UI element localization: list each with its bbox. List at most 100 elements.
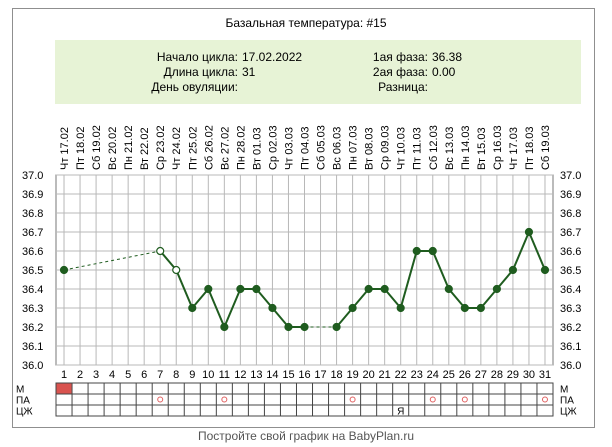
temperature-segment	[191, 288, 210, 309]
date-label: Чт 24.02	[171, 127, 183, 170]
temperature-point	[188, 303, 197, 313]
x-tick-label: 23	[411, 369, 423, 381]
y-tick-label-right: 36.3	[560, 303, 581, 315]
table-row-label-left: М	[16, 385, 24, 396]
date-label: Ср 09.03	[380, 125, 392, 170]
x-tick-label: 20	[363, 369, 375, 381]
temperature-point	[204, 284, 213, 294]
x-tick-label: 22	[395, 369, 407, 381]
y-tick-label-right: 36.2	[560, 322, 581, 334]
temperature-segment	[448, 288, 466, 309]
temperature-point	[412, 246, 421, 256]
y-tick-label-left: 36.0	[22, 360, 43, 372]
y-tick-label-right: 36.8	[560, 208, 581, 220]
date-label: Пт 11.03	[412, 127, 424, 170]
temperature-point	[300, 322, 309, 332]
ovulation-day-label: День овуляции:	[151, 80, 238, 94]
intercourse-mark	[221, 396, 228, 403]
intercourse-mark	[429, 396, 436, 403]
date-label: Вс 13.03	[444, 127, 456, 170]
y-axis-labels: 37.0 37.0 36.9 36.9 36.8 36.8 36.7 36.7 36.6 36.6…	[22, 170, 581, 372]
menses-mark	[56, 383, 72, 394]
footer-link[interactable]: Постройте свой график на BabyPlan.ru	[197, 429, 415, 443]
date-label: Вс 27.02	[219, 127, 231, 170]
y-tick-label-left: 36.8	[22, 208, 43, 220]
phase1-value: 36.38	[432, 50, 463, 64]
table-row-label-left: ЦЖ	[16, 407, 33, 418]
temperature-point	[236, 284, 245, 294]
intercourse-mark	[157, 396, 164, 403]
y-tick-label-right: 36.1	[560, 341, 581, 353]
chart-title: Базальная температура: #15	[225, 16, 387, 30]
date-label: Вт 08.03	[364, 127, 376, 170]
y-tick-label-right: 37.0	[560, 170, 581, 182]
table-row-label-left: ПА	[16, 396, 30, 407]
y-tick-label-left: 36.5	[22, 265, 43, 277]
x-tick-label: 6	[141, 369, 147, 381]
temperature-segment	[383, 288, 402, 309]
mucus-mark: Я	[397, 407, 404, 418]
date-label: Ср 02.03	[267, 125, 279, 170]
x-tick-label: 24	[427, 369, 439, 381]
temperature-segment	[399, 250, 418, 309]
y-tick-label-left: 36.4	[22, 284, 43, 296]
date-label: Пт 25.02	[187, 126, 199, 170]
x-tick-label: 28	[491, 369, 503, 381]
x-tick-label: 3	[93, 369, 99, 381]
temperature-segment	[175, 269, 194, 309]
temperature-point	[396, 303, 405, 313]
date-label: Ср 16.03	[492, 125, 504, 170]
date-label: Сб 19.02	[91, 125, 103, 170]
x-tick-label: 21	[379, 369, 391, 381]
x-tick-label: 26	[459, 369, 471, 381]
date-label: Пт 18.03	[524, 126, 536, 170]
temperature-segment	[528, 231, 546, 271]
temperature-point	[220, 322, 229, 332]
x-tick-label: 1	[61, 369, 67, 381]
temperature-segment	[223, 288, 242, 328]
date-label: Пн 14.03	[460, 125, 472, 170]
x-tick-label: 9	[189, 369, 195, 381]
temperature-segment	[511, 231, 530, 271]
date-label: Вт 15.03	[476, 127, 488, 170]
cycle-length-label: Длина цикла:	[163, 65, 238, 79]
cycle-start-label: Начало цикла:	[156, 50, 238, 64]
temperature-point	[364, 284, 373, 294]
date-label: Чт 10.03	[396, 127, 408, 170]
temperature-point	[460, 303, 469, 313]
cycle-start-value: 17.02.2022	[242, 50, 303, 64]
temperature-point	[444, 284, 453, 294]
date-label: Сб 12.03	[428, 125, 440, 170]
temperature-point	[476, 303, 485, 313]
y-tick-label-left: 37.0	[22, 170, 43, 182]
y-tick-label-right: 36.7	[560, 227, 581, 239]
x-tick-label: 30	[523, 369, 535, 381]
date-label: Сб 05.03	[316, 125, 328, 170]
temperature-point-open	[156, 246, 165, 256]
temperature-point-open	[172, 265, 181, 275]
x-tick-label: 18	[330, 369, 342, 381]
temperature-point	[284, 322, 293, 332]
table-row-label-right: ПА	[560, 396, 574, 407]
y-tick-label-right: 36.6	[560, 246, 581, 258]
x-tick-label: 11	[219, 369, 230, 381]
y-tick-label-right: 36.5	[560, 265, 581, 277]
temperature-segment	[271, 307, 290, 328]
x-tick-label: 8	[173, 369, 179, 381]
temperature-point	[268, 303, 277, 313]
x-tick-label: 14	[266, 369, 278, 381]
temperature-point	[492, 284, 501, 294]
y-tick-label-right: 36.9	[560, 189, 581, 201]
temperature-point	[59, 265, 69, 275]
date-label: Чт 17.03	[508, 127, 520, 170]
temperature-points	[59, 227, 550, 332]
x-tick-label: 19	[346, 369, 358, 381]
temperature-point	[508, 265, 518, 275]
y-tick-label-left: 36.9	[22, 189, 43, 201]
x-tick-label: 13	[250, 369, 262, 381]
x-tick-label: 29	[507, 369, 519, 381]
x-tick-label: 10	[202, 369, 214, 381]
y-tick-label-right: 36.0	[560, 360, 581, 372]
table-row-label-right: М	[560, 385, 568, 396]
